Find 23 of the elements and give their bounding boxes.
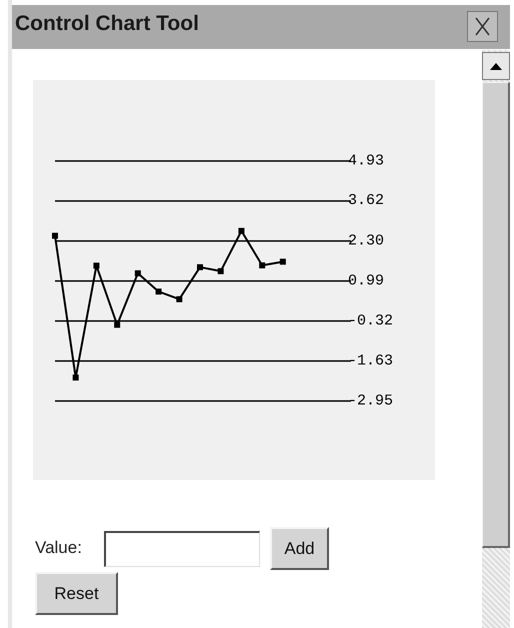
y-tick-label: -0.32: [348, 312, 394, 330]
point: [134, 270, 141, 276]
y-tick-label: 2.30: [348, 232, 384, 250]
y-tick-label: -1.63: [348, 352, 394, 370]
point: [176, 296, 182, 302]
point: [156, 288, 162, 295]
point: [52, 232, 58, 239]
point: [72, 374, 79, 381]
point: [280, 258, 286, 265]
text: Reset: [35, 572, 118, 615]
point: [238, 228, 244, 234]
chart-title: Control Chart Tool: [15, 12, 199, 36]
text: Value:: [35, 538, 82, 558]
point: [114, 322, 120, 328]
text: Add: [270, 527, 329, 570]
y-tick-label: -2.95: [348, 392, 394, 410]
y-tick-label: 4.93: [348, 152, 384, 170]
point: [218, 268, 224, 274]
y-tick-label: 3.62: [348, 192, 384, 210]
y-tick-label: 0.99: [348, 272, 384, 290]
point: [93, 262, 100, 269]
point: [259, 262, 266, 268]
point: [197, 264, 203, 270]
